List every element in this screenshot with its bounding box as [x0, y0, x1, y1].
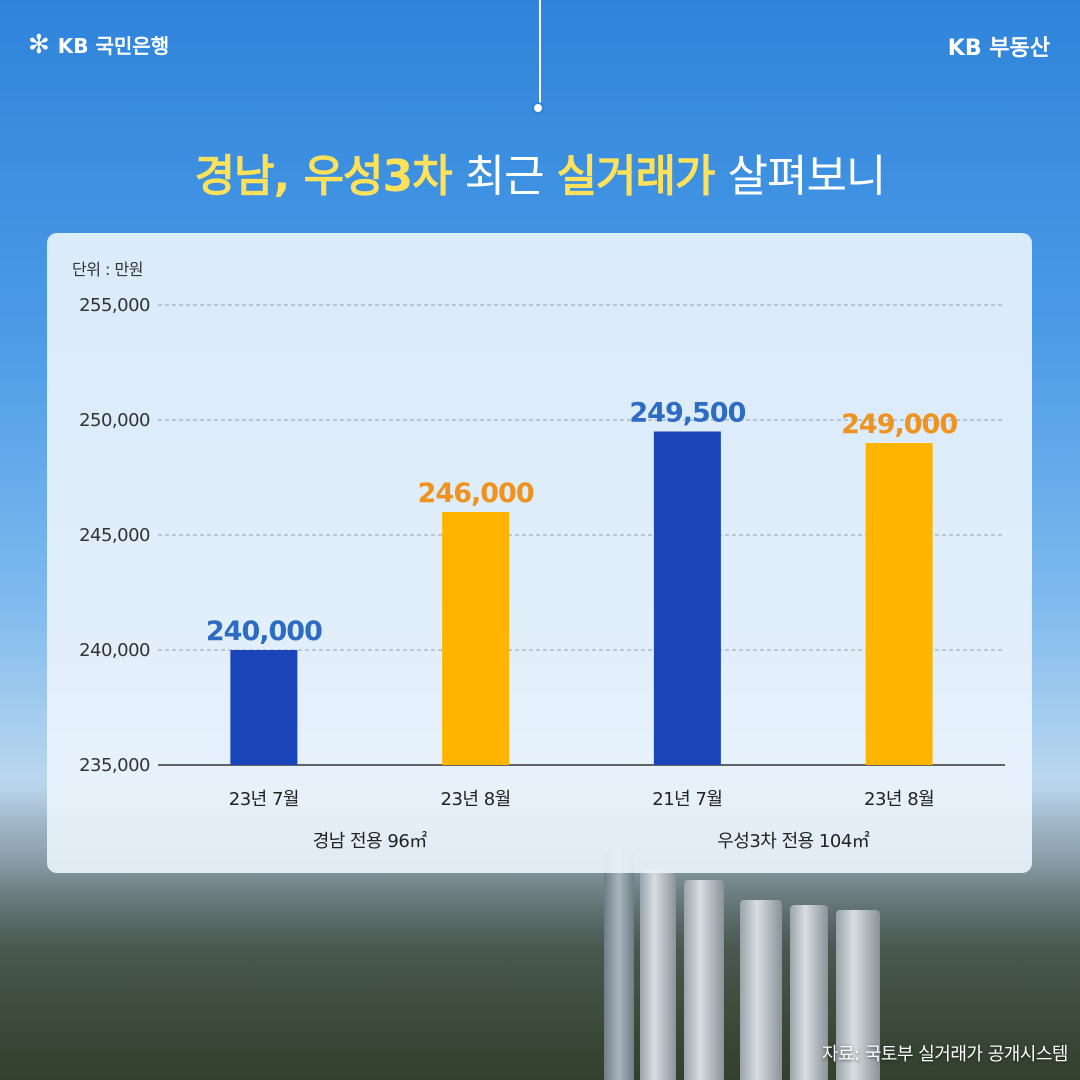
unit-label: 단위 : 만원 [72, 260, 143, 279]
hanging-line [539, 0, 541, 104]
apartment-tower [684, 880, 724, 1080]
y-tick-label: 235,000 [79, 755, 150, 776]
bar [865, 443, 933, 765]
group-label: 우성3차 전용 104㎡ [717, 830, 870, 852]
x-tick-label: 23년 8월 [441, 789, 511, 810]
source-note: 자료: 국토부 실거래가 공개시스템 [821, 1044, 1069, 1065]
apartment-tower [640, 870, 676, 1080]
kb-real-estate-brand[interactable]: KB 부동산 [947, 36, 1050, 61]
pin-dot [532, 102, 544, 114]
apartment-tower [740, 900, 782, 1080]
kb-star-icon: ✻ [28, 29, 50, 60]
title-text: 최근 [451, 151, 557, 202]
x-tick-label: 23년 7월 [229, 789, 299, 810]
y-tick-label: 255,000 [79, 295, 150, 316]
bar-value-label: 240,000 [206, 616, 322, 647]
x-tick-label: 23년 8월 [864, 789, 934, 810]
title-highlight-price: 실거래가 [556, 151, 716, 202]
bar [653, 431, 721, 765]
apartment-tower [790, 905, 828, 1080]
page-title: 경남, 우성3차 최근 실거래가 살펴보니 [0, 140, 1080, 204]
y-tick-label: 250,000 [79, 410, 150, 431]
group-label: 경남 전용 96㎡ [313, 830, 428, 852]
bar-value-label: 246,000 [418, 478, 534, 509]
bar [442, 512, 510, 765]
kb-bank-logo-text: KB 국민은행 [57, 34, 170, 58]
kb-bank-logo[interactable]: ✻ KB 국민은행 [28, 30, 169, 59]
apartment-tower [604, 850, 634, 1080]
y-tick-label: 240,000 [79, 640, 150, 661]
y-tick-label: 245,000 [79, 525, 150, 546]
bar-value-label: 249,500 [629, 398, 745, 429]
bar-value-label: 249,000 [841, 409, 957, 440]
apartment-tower [836, 910, 880, 1080]
x-tick-label: 21년 7월 [652, 789, 722, 810]
title-highlight-apartments: 경남, 우성3차 [194, 151, 453, 202]
title-text-end: 살펴보니 [714, 151, 886, 202]
bar [230, 650, 298, 765]
